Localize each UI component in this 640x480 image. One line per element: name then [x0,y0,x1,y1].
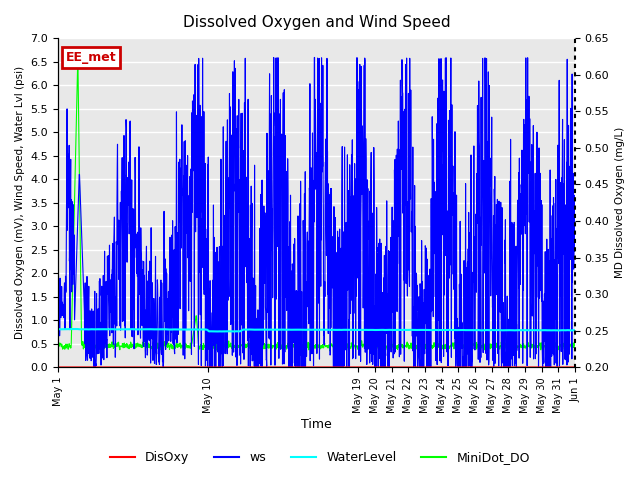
Y-axis label: Dissolved Oxygen (mV), Wind Speed, Water Lvl (psi): Dissolved Oxygen (mV), Wind Speed, Water… [15,66,25,339]
Y-axis label: MD Dissolved Oxygen (mg/L): MD Dissolved Oxygen (mg/L) [615,127,625,278]
Legend: DisOxy, ws, WaterLevel, MiniDot_DO: DisOxy, ws, WaterLevel, MiniDot_DO [105,446,535,469]
Title: Dissolved Oxygen and Wind Speed: Dissolved Oxygen and Wind Speed [182,15,451,30]
Text: EE_met: EE_met [66,51,116,64]
X-axis label: Time: Time [301,419,332,432]
